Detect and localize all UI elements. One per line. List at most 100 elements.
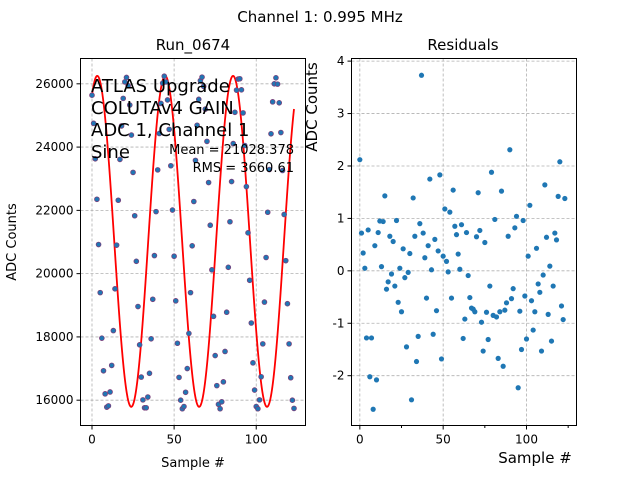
sample-point bbox=[138, 374, 145, 380]
residual-point bbox=[552, 230, 558, 236]
sample-point bbox=[232, 109, 238, 116]
residual-point bbox=[423, 295, 430, 301]
residual-point bbox=[473, 234, 480, 240]
residual-point bbox=[507, 147, 513, 153]
sample-point bbox=[133, 258, 140, 265]
residual-point bbox=[455, 251, 461, 257]
residual-point bbox=[462, 316, 468, 322]
residual-point bbox=[502, 307, 508, 313]
residual-point bbox=[435, 248, 441, 254]
sample-point bbox=[274, 81, 281, 87]
sample-point bbox=[102, 391, 108, 397]
right-ytick-label: 4 bbox=[337, 54, 345, 68]
sample-point bbox=[187, 289, 194, 296]
residual-point bbox=[523, 336, 530, 342]
left-xtick-label: 100 bbox=[245, 433, 268, 447]
residual-point bbox=[442, 206, 448, 212]
left-ytick-label: 24000 bbox=[35, 140, 73, 154]
sample-point bbox=[169, 207, 176, 213]
residual-point bbox=[385, 279, 391, 285]
sample-point bbox=[100, 367, 107, 374]
left-panel: Run_0674 0 50 100 16000 18000 20000 22000 2400… bbox=[5, 36, 306, 471]
residual-point bbox=[542, 182, 548, 188]
residual-point bbox=[370, 406, 376, 412]
right-panel: Residuals 0 50 100 -2 -1 0 1 2 3 4 Sample # ADC … bbox=[303, 36, 577, 467]
residual-point bbox=[530, 327, 536, 333]
residual-point bbox=[430, 331, 436, 337]
sample-point bbox=[268, 130, 274, 137]
residual-point bbox=[482, 239, 488, 246]
residual-point bbox=[400, 246, 406, 252]
sample-point bbox=[281, 211, 287, 218]
sample-point bbox=[223, 309, 230, 316]
residual-point bbox=[475, 190, 481, 196]
sample-point bbox=[97, 289, 104, 296]
residual-point bbox=[397, 265, 403, 271]
sample-point bbox=[126, 102, 133, 108]
sample-point bbox=[99, 335, 105, 341]
sample-point bbox=[279, 167, 286, 174]
residual-point bbox=[487, 283, 493, 289]
residual-point bbox=[483, 309, 490, 315]
residual-point bbox=[405, 269, 411, 276]
residual-point bbox=[498, 188, 505, 194]
sample-point bbox=[145, 394, 151, 400]
sample-point bbox=[186, 330, 192, 337]
sample-point bbox=[202, 106, 209, 112]
residual-point bbox=[492, 216, 498, 223]
residual-point bbox=[383, 286, 390, 292]
residual-point bbox=[427, 176, 433, 182]
sample-point bbox=[117, 156, 123, 163]
residual-point bbox=[548, 338, 555, 344]
right-ytick-label: 3 bbox=[337, 107, 345, 121]
sample-point bbox=[263, 254, 269, 261]
sample-point bbox=[238, 87, 245, 93]
residual-point bbox=[525, 253, 531, 259]
left-xtick-label: 0 bbox=[88, 433, 96, 447]
residual-point bbox=[412, 233, 418, 239]
residual-point bbox=[472, 309, 478, 315]
residual-point bbox=[387, 233, 393, 239]
sample-point bbox=[174, 340, 181, 347]
residual-point bbox=[418, 72, 425, 78]
sample-point bbox=[131, 212, 138, 219]
sample-point bbox=[95, 241, 102, 248]
sample-point bbox=[182, 389, 189, 396]
residual-point bbox=[510, 286, 516, 292]
info-line-3: ADC 1, Channel 1 bbox=[91, 120, 249, 141]
sample-point bbox=[286, 341, 292, 347]
residual-point bbox=[458, 222, 465, 228]
residual-point bbox=[535, 281, 541, 287]
residual-point bbox=[557, 159, 563, 165]
sample-point bbox=[110, 327, 117, 334]
left-xtick-label: 50 bbox=[166, 433, 181, 447]
sample-point bbox=[240, 110, 246, 116]
sample-point bbox=[212, 352, 218, 359]
residual-point bbox=[433, 308, 440, 314]
sample-point bbox=[161, 73, 168, 80]
residual-point bbox=[477, 227, 483, 234]
residual-point bbox=[378, 264, 385, 270]
sample-point bbox=[282, 257, 289, 264]
residual-point bbox=[520, 217, 526, 224]
residual-point bbox=[512, 225, 518, 231]
sample-point bbox=[291, 405, 297, 412]
sample-point bbox=[112, 286, 118, 292]
sample-point bbox=[123, 74, 130, 81]
right-ytick-label: -1 bbox=[333, 316, 345, 330]
right-ytick-label: 0 bbox=[337, 264, 345, 278]
right-ytick-label: 2 bbox=[337, 159, 345, 173]
sample-point bbox=[204, 138, 210, 145]
sample-point bbox=[125, 82, 131, 89]
sample-point bbox=[105, 403, 112, 409]
sample-point bbox=[158, 100, 164, 107]
sample-point bbox=[130, 169, 136, 176]
residual-point bbox=[420, 230, 426, 236]
sample-point bbox=[227, 218, 233, 225]
residual-point bbox=[555, 193, 561, 199]
residual-point bbox=[558, 303, 565, 309]
residual-point bbox=[532, 309, 538, 315]
sample-point bbox=[289, 397, 296, 403]
residual-point bbox=[533, 245, 540, 251]
